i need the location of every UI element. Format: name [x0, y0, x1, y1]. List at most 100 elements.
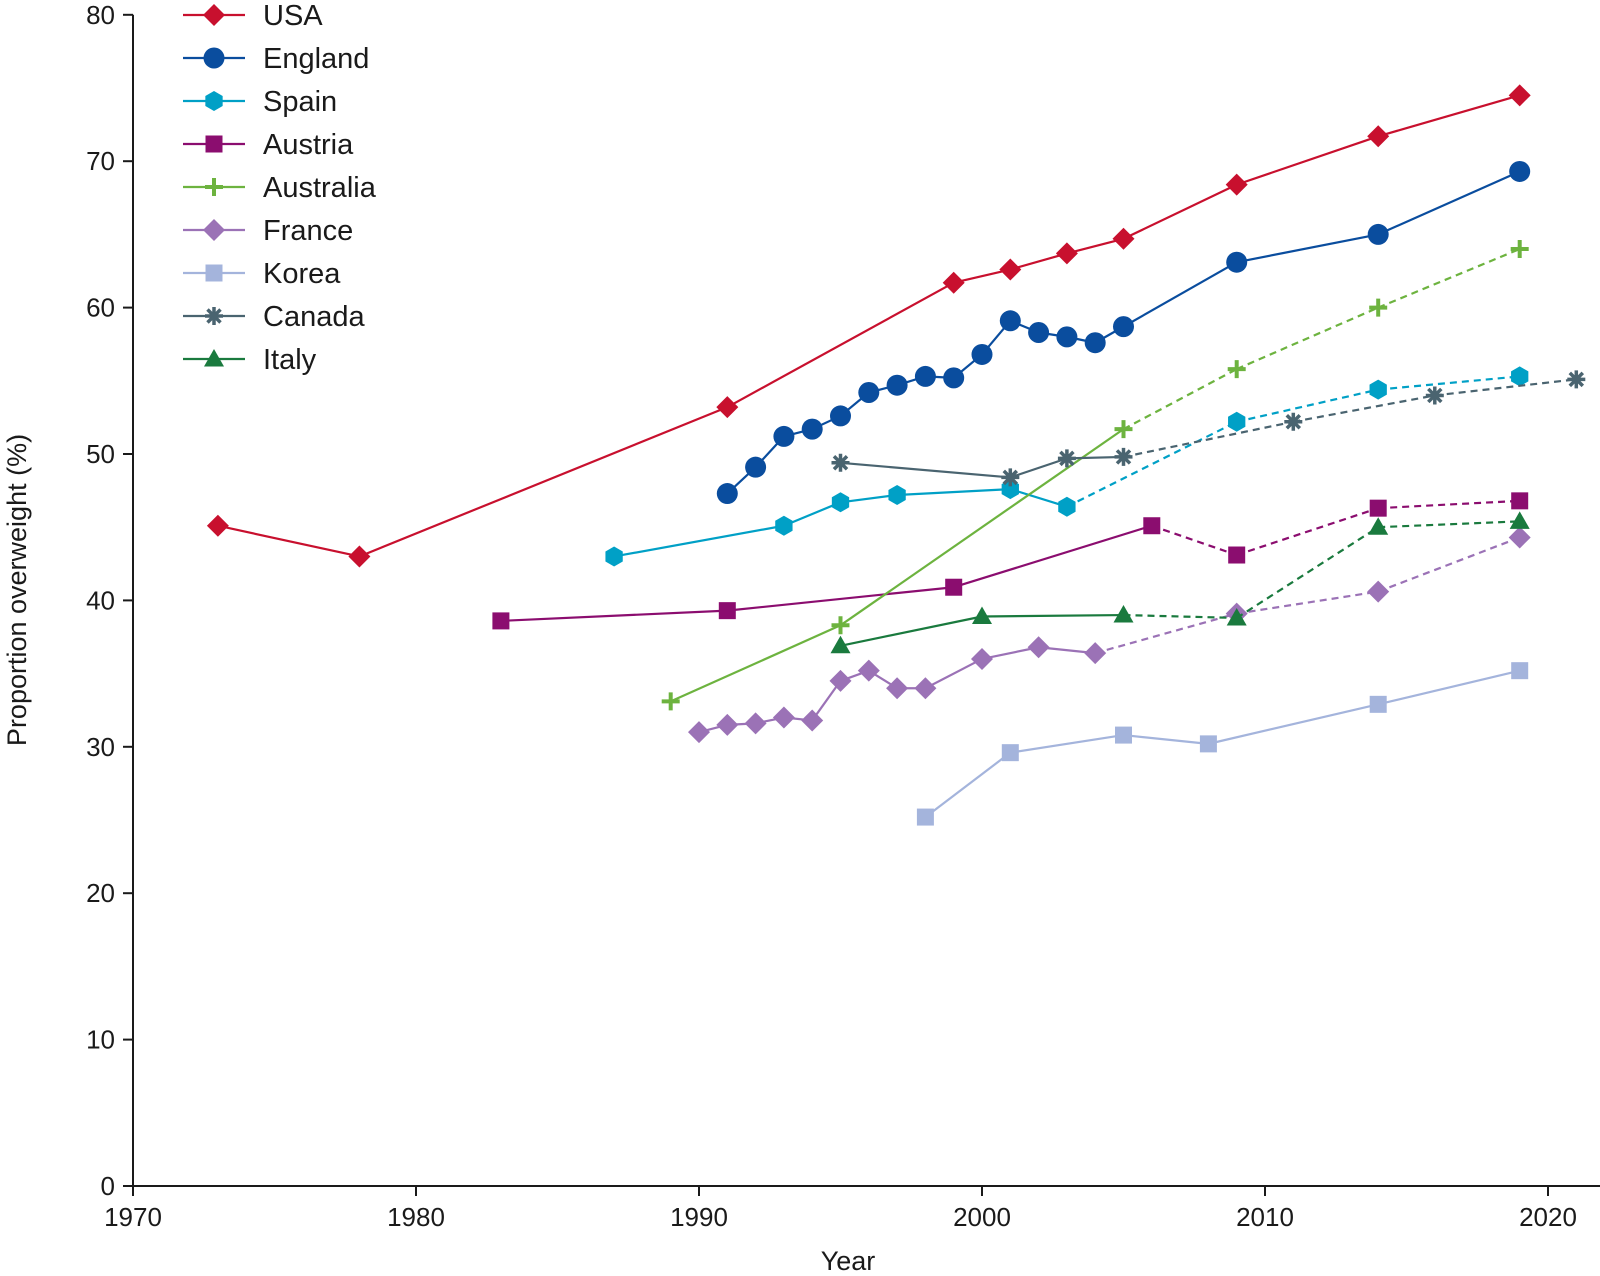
y-tick-label: 60 [86, 293, 115, 323]
england-data-point [943, 367, 965, 389]
italy-data-point [1368, 517, 1389, 535]
australia-dashed-segment [1236, 306, 1379, 371]
canada-dashed-segment [1123, 420, 1294, 459]
legend-marker [205, 307, 223, 325]
korea-line-segment [924, 751, 1011, 818]
series-france [688, 526, 1531, 744]
korea-data-point [1001, 744, 1019, 762]
usa-line-segment [1123, 183, 1238, 240]
england-line-segment [1122, 261, 1238, 328]
spain-data-point [1369, 379, 1387, 400]
usa-data-point [716, 396, 739, 419]
usa-data-point [999, 258, 1022, 281]
usa-line-segment [953, 268, 1011, 284]
england-data-point [830, 405, 851, 427]
england-data-point [745, 456, 767, 478]
legend-label: Spain [263, 86, 337, 118]
england-data-point [1028, 321, 1050, 343]
austria-data-point [1143, 517, 1161, 535]
series-lines [206, 84, 1586, 826]
legend-item-england: England [183, 43, 369, 75]
legend-item-italy: Italy [183, 344, 317, 376]
y-tick-label: 0 [101, 1171, 115, 1201]
series-australia [661, 240, 1529, 711]
england-data-point [1367, 223, 1389, 245]
legend-item-usa: USA [183, 0, 323, 32]
spain-data-point [605, 546, 623, 567]
usa-line-segment [1009, 252, 1068, 271]
spain-line-segment [840, 493, 898, 504]
x-tick-label: 1970 [104, 1202, 162, 1232]
legend: USA England Spain Austria Australia France Kor… [183, 0, 377, 376]
korea-line-segment [1208, 703, 1379, 745]
austria-line-segment [953, 524, 1153, 589]
canada-line-segment [840, 461, 1011, 479]
x-tick-label: 1990 [670, 1202, 728, 1232]
usa-line-segment [726, 281, 955, 409]
legend-label: France [263, 215, 353, 247]
canada-dashed-segment [1293, 394, 1436, 423]
england-data-point [716, 483, 738, 505]
canada-data-point [1114, 447, 1133, 466]
spain-data-point [1511, 366, 1529, 387]
england-data-point [858, 382, 880, 404]
usa-data-point [1508, 84, 1531, 107]
legend-label: Canada [263, 301, 365, 333]
x-tick-label: 2020 [1519, 1202, 1577, 1232]
series-austria [492, 492, 1529, 630]
korea-data-point [1511, 662, 1529, 680]
spain-data-point [775, 515, 793, 536]
usa-data-point [1112, 227, 1135, 250]
austria-dashed-segment [1378, 499, 1520, 510]
france-data-point [801, 709, 824, 732]
england-data-point [971, 343, 993, 365]
spain-line-segment [783, 501, 841, 527]
england-data-point [886, 374, 908, 396]
korea-data-point [1369, 695, 1387, 713]
italy-data-point [1226, 607, 1247, 626]
spain-line-segment [613, 524, 785, 558]
x-tick-label: 2010 [1236, 1202, 1294, 1232]
england-data-point [801, 418, 823, 440]
series-korea [916, 662, 1529, 826]
usa-line-segment [1066, 237, 1124, 255]
legend-marker [205, 135, 223, 153]
legend-item-spain: Spain [183, 86, 337, 118]
france-line-segment [811, 680, 842, 722]
italy-dashed-segment [1378, 520, 1520, 529]
legend-item-australia: Australia [183, 172, 377, 204]
canada-data-point [1057, 449, 1076, 468]
england-data-point [1113, 316, 1134, 338]
france-data-point [716, 713, 739, 736]
australia-dashed-segment [1122, 368, 1238, 431]
legend-marker [205, 178, 223, 196]
france-line-segment [924, 657, 983, 690]
austria-data-point [945, 578, 963, 596]
y-tick-label: 70 [86, 146, 115, 176]
legend-label: Australia [263, 172, 377, 204]
france-line-segment [981, 646, 1039, 661]
spain-line-segment [1009, 488, 1068, 508]
austria-data-point [1511, 492, 1529, 510]
england-data-point [773, 425, 795, 447]
italy-data-point [972, 606, 992, 625]
usa-data-point [206, 514, 229, 537]
legend-item-france: France [183, 215, 353, 247]
y-tick-label: 80 [86, 0, 115, 30]
series-england [716, 160, 1531, 505]
austria-data-point [1369, 499, 1387, 517]
usa-line-segment [217, 524, 360, 558]
korea-data-point [1115, 726, 1132, 744]
series-canada [831, 370, 1586, 487]
canada-data-point [1284, 412, 1303, 431]
england-data-point [1226, 251, 1248, 273]
canada-data-point [1567, 370, 1586, 389]
legend-marker [205, 264, 223, 282]
france-data-point [1367, 580, 1390, 603]
series-usa [206, 84, 1531, 568]
france-dashed-segment [1236, 590, 1379, 615]
spain-data-point [1058, 496, 1076, 517]
spain-dashed-segment [1066, 420, 1238, 508]
